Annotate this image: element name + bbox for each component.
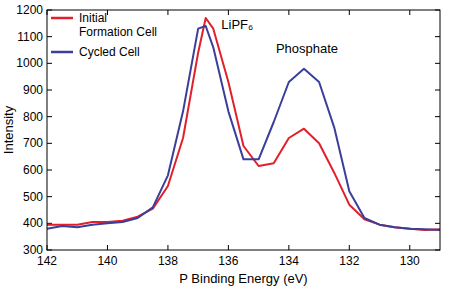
- y-tick-label: 600: [23, 163, 43, 177]
- x-tick-label: 132: [339, 254, 359, 268]
- series-line: [47, 18, 440, 230]
- y-tick: [435, 116, 440, 117]
- legend-label: InitialFormation Cell: [79, 11, 157, 39]
- y-tick: [47, 36, 52, 37]
- x-tick-label: 136: [218, 254, 238, 268]
- y-tick: [435, 63, 440, 64]
- y-tick-label: 1100: [17, 30, 43, 44]
- x-tick: [349, 10, 350, 15]
- y-tick: [47, 170, 52, 171]
- y-tick-label: 1200: [16, 3, 43, 17]
- y-tick: [435, 170, 440, 171]
- y-tick: [435, 90, 440, 91]
- x-tick: [409, 245, 410, 250]
- x-tick: [228, 10, 229, 15]
- x-tick: [107, 10, 108, 15]
- plot-frame: [47, 10, 440, 250]
- legend-label: Cycled Cell: [79, 45, 140, 59]
- y-tick-label: 500: [23, 190, 43, 204]
- x-tick-label: 138: [158, 254, 178, 268]
- x-tick-label: 134: [279, 254, 299, 268]
- y-tick: [435, 223, 440, 224]
- annotation: LiPF₆: [221, 17, 253, 32]
- annotation: Phosphate: [276, 41, 338, 56]
- y-tick: [47, 63, 52, 64]
- y-tick-label: 300: [23, 243, 43, 257]
- y-tick-label: 1000: [16, 56, 43, 70]
- x-tick: [288, 245, 289, 250]
- y-tick-label: 900: [23, 83, 43, 97]
- y-tick-label: 800: [23, 110, 43, 124]
- x-axis-label: P Binding Energy (eV): [179, 271, 307, 286]
- legend-swatch: [51, 51, 73, 54]
- series-line: [47, 26, 440, 230]
- x-tick: [288, 10, 289, 15]
- legend-label-line: Cycled Cell: [79, 45, 140, 59]
- x-tick: [349, 245, 350, 250]
- y-tick-label: 700: [23, 136, 43, 150]
- y-tick: [47, 116, 52, 117]
- y-tick: [47, 90, 52, 91]
- plot-lines: [47, 18, 440, 230]
- x-tick: [228, 245, 229, 250]
- y-axis-label: Intensity: [1, 105, 16, 154]
- x-tick-label: 140: [97, 254, 117, 268]
- x-tick: [167, 10, 168, 15]
- legend-label-line: Formation Cell: [79, 25, 157, 39]
- y-tick: [47, 196, 52, 197]
- x-tick-label: 130: [400, 254, 420, 268]
- x-tick: [107, 245, 108, 250]
- x-tick: [409, 10, 410, 15]
- legend-label-line: Initial: [79, 11, 107, 25]
- y-tick-label: 400: [23, 216, 43, 230]
- x-tick: [167, 245, 168, 250]
- y-tick: [47, 143, 52, 144]
- y-tick: [435, 36, 440, 37]
- legend-swatch: [51, 17, 73, 20]
- y-tick: [435, 143, 440, 144]
- y-tick: [435, 196, 440, 197]
- chart: 1421401381361341321303004005006007008009…: [0, 0, 450, 291]
